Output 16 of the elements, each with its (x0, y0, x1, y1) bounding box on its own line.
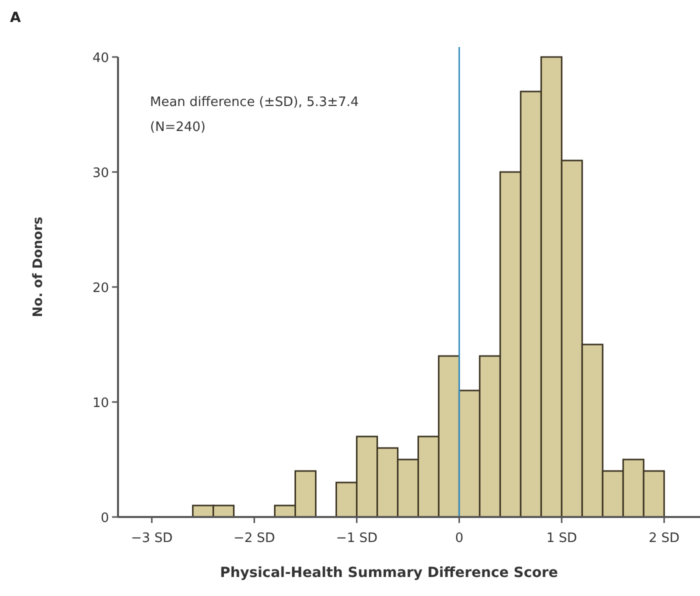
x-tick-label: 0 (455, 531, 464, 546)
annotation: (N=240) (150, 120, 206, 135)
text: A (10, 10, 21, 26)
x-tick-label: 1 SD (546, 531, 578, 546)
x-tick-label: −3 SD (131, 531, 173, 546)
y-tick-label: 30 (92, 166, 109, 181)
x-axis-title: Physical-Health Summary Difference Score (220, 565, 558, 581)
x-tick-label: 2 SD (648, 531, 680, 546)
x-tick-label: −2 SD (233, 531, 276, 546)
y-axis-title: No. of Donors (31, 216, 46, 318)
y-tick-label: 40 (92, 51, 109, 66)
y-tick-label: 10 (92, 396, 109, 411)
y-tick-label: 20 (92, 281, 109, 296)
x-tick-label: −1 SD (336, 531, 378, 546)
annotation: Mean difference (±SD), 5.3±7.4 (150, 95, 359, 110)
y-tick-label: 0 (100, 511, 109, 526)
